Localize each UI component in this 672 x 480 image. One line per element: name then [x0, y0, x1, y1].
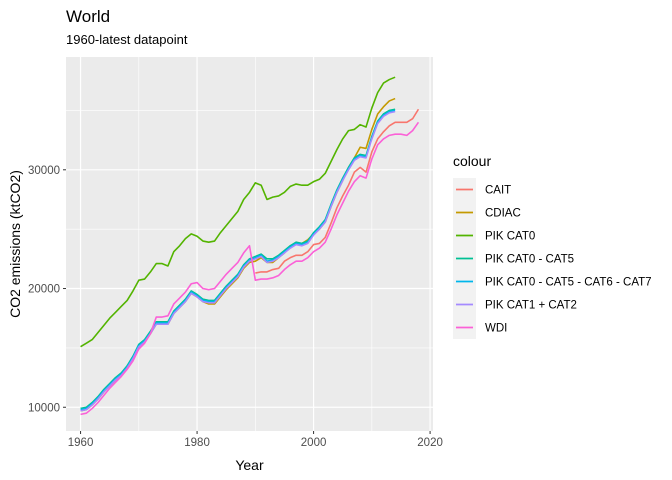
y-tick-label: 20000: [28, 284, 60, 296]
series-line: [80, 121, 420, 416]
legend-title: colour: [453, 153, 491, 169]
legend-label: CDIAC: [485, 208, 521, 220]
x-tick-label: 2020: [417, 437, 443, 449]
x-tick-label: 1960: [68, 437, 94, 449]
chart-title: World: [66, 7, 110, 26]
x-tick-label: 1980: [184, 437, 210, 449]
legend-label: PIK CAT1 + CAT2: [485, 300, 577, 312]
series-lines: [80, 76, 420, 416]
series-line: [255, 108, 420, 274]
legend-label: WDI: [485, 323, 507, 335]
series-line: [80, 110, 396, 412]
y-tick-label: 10000: [28, 402, 60, 414]
x-tick-label: 2000: [301, 437, 327, 449]
legend: CAIT CDIAC PIK CAT0 PIK CAT0 - CAT5 PIK CAT0…: [453, 178, 652, 339]
y-axis-title: CO2 emissions (ktCO2): [7, 170, 23, 318]
x-axis-title: Year: [235, 457, 264, 473]
axis-ticks: 1960 1980 2000 2020 10000 20000 30000: [28, 165, 443, 449]
chart-subtitle: 1960-latest datapoint: [66, 32, 188, 47]
grid-lines: [66, 57, 433, 431]
y-tick-label: 30000: [28, 165, 60, 177]
series-line: [80, 76, 396, 348]
legend-label: PIK CAT0 - CAT5: [485, 254, 574, 266]
legend-label: PIK CAT0 - CAT5 - CAT6 - CAT7: [485, 277, 652, 289]
legend-label: CAIT: [485, 185, 511, 197]
legend-label: PIK CAT0: [485, 231, 535, 243]
